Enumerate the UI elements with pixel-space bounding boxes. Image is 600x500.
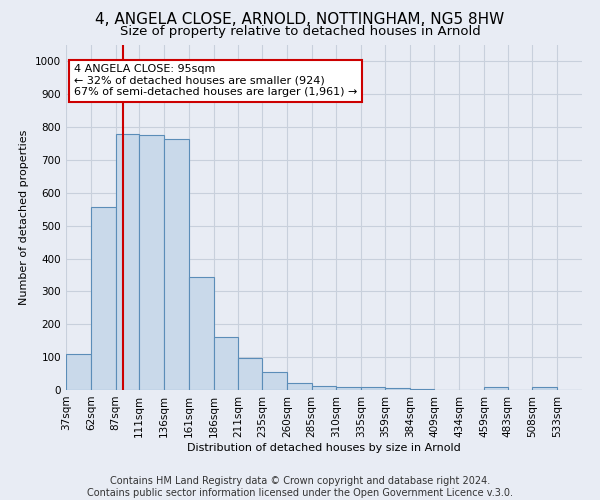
Bar [116,134,139,390]
Bar [214,337,238,390]
Bar [164,138,189,390]
Y-axis label: Number of detached properties: Number of detached properties [19,130,29,305]
Text: 4, ANGELA CLOSE, ARNOLD, NOTTINGHAM, NG5 8HW: 4, ANGELA CLOSE, ARNOLD, NOTTINGHAM, NG5… [95,12,505,28]
Text: Size of property relative to detached houses in Arnold: Size of property relative to detached ho… [119,25,481,38]
Bar [337,386,361,390]
Bar [66,354,91,390]
Bar [311,386,337,390]
Bar [139,136,164,390]
Bar [385,388,410,390]
X-axis label: Distribution of detached houses by size in Arnold: Distribution of detached houses by size … [187,442,461,452]
Bar [287,384,311,390]
Bar [484,388,508,390]
Bar [361,388,385,390]
Bar [238,358,262,390]
Bar [532,388,557,390]
Text: Contains HM Land Registry data © Crown copyright and database right 2024.
Contai: Contains HM Land Registry data © Crown c… [87,476,513,498]
Bar [189,276,214,390]
Text: 4 ANGELA CLOSE: 95sqm
← 32% of detached houses are smaller (924)
67% of semi-det: 4 ANGELA CLOSE: 95sqm ← 32% of detached … [74,64,357,97]
Bar [262,372,287,390]
Bar [91,207,116,390]
